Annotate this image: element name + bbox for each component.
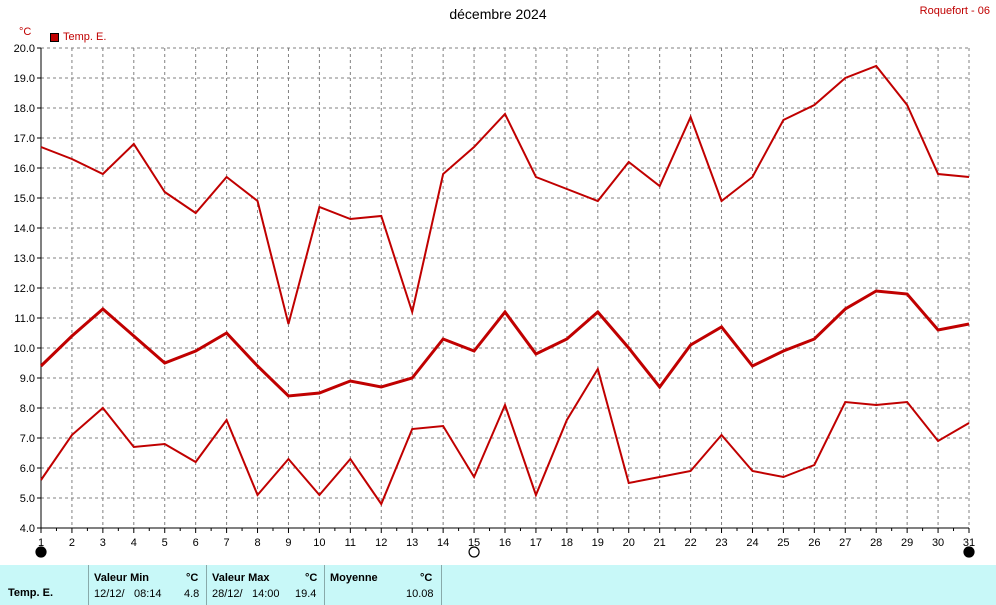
series-line-max [40, 64, 970, 325]
x-tick-label: 20 [623, 537, 635, 549]
stats-separator [88, 565, 89, 605]
x-tick-label: 5 [162, 537, 168, 549]
legend: Temp. E. [50, 31, 106, 43]
series-line-mean [39, 289, 970, 398]
x-tick-label: 27 [839, 537, 851, 549]
x-tick-label: 26 [808, 537, 820, 549]
max-unit: °C [305, 572, 318, 584]
x-tick-label: 21 [654, 537, 666, 549]
max-header: Valeur Max [212, 572, 270, 584]
x-tick-label: 19 [592, 537, 604, 549]
x-tick-label: 15 [468, 537, 480, 549]
temperature-chart: 4.05.06.07.08.09.010.011.012.013.014.015… [14, 43, 975, 558]
y-tick-label: 14.0 [14, 223, 35, 235]
min-unit: °C [186, 572, 199, 584]
y-tick-label: 11.0 [14, 313, 35, 325]
y-tick-label: 15.0 [14, 193, 35, 205]
moon-full-icon [468, 546, 480, 558]
x-tick-label: 24 [746, 537, 758, 549]
x-tick-label: 18 [561, 537, 573, 549]
x-tick-label: 22 [684, 537, 696, 549]
x-tick-label: 29 [901, 537, 913, 549]
stats-row-label: Temp. E. [8, 587, 54, 599]
legend-swatch [50, 32, 59, 42]
x-tick-label: 4 [131, 537, 137, 549]
x-tick-label: 31 [963, 537, 975, 549]
y-tick-label: 10.0 [14, 343, 35, 355]
y-tick-label: 20.0 [14, 43, 35, 55]
y-tick-label: 17.0 [14, 133, 35, 145]
chart-title: décembre 2024 [449, 6, 547, 22]
moon-markers [35, 546, 975, 558]
min-header: Valeur Min [94, 572, 150, 584]
x-tick-label: 3 [100, 537, 106, 549]
y-tick-label: 7.0 [20, 433, 35, 445]
min-time: 08:14 [134, 588, 162, 600]
y-tick-labels: 4.0 5.0 6.0 7.0 8.0 9.0 10.0 11.0 12.0 13.0 14.0 15… [14, 43, 35, 535]
max-date: 28/12/ [212, 588, 243, 600]
moon-new-icon [963, 546, 975, 558]
x-tick-label: 28 [870, 537, 882, 549]
stats-separator [324, 565, 325, 605]
x-tick-label: 14 [437, 537, 449, 549]
x-tick-labels: 1 2 3 4 5 6 7 8 9 10 11 12 13 14 15 16 17 18 19 20 21 22 23 24 2… [38, 537, 975, 549]
mean-unit: °C [420, 572, 433, 584]
x-tick-label: 9 [285, 537, 291, 549]
x-tick-label: 10 [313, 537, 325, 549]
stats-panel: Temp. E. Valeur Min °C 12/12/ 08:14 4.8 … [0, 565, 996, 605]
station-name: Roquefort - 06 [919, 5, 990, 17]
mean-header: Moyenne [330, 572, 378, 584]
x-tick-label: 25 [777, 537, 789, 549]
min-date: 12/12/ [94, 588, 125, 600]
series-lines [39, 64, 970, 507]
x-tick-label: 17 [530, 537, 542, 549]
min-value: 4.8 [184, 588, 200, 600]
stats-separator [441, 565, 442, 605]
stats-separator [206, 565, 207, 605]
max-value: 19.4 [295, 588, 317, 600]
moon-new-icon [35, 546, 47, 558]
y-tick-label: 19.0 [14, 73, 35, 85]
y-tick-label: 16.0 [14, 163, 35, 175]
x-tick-label: 30 [932, 537, 944, 549]
x-tick-label: 2 [69, 537, 75, 549]
y-tick-label: 18.0 [14, 103, 35, 115]
x-tick-label: 7 [224, 537, 230, 549]
x-tick-label: 6 [193, 537, 199, 549]
y-tick-label: 4.0 [20, 523, 35, 535]
y-tick-label: 8.0 [20, 403, 35, 415]
x-tick-label: 8 [254, 537, 260, 549]
y-tick-label: 13.0 [14, 253, 35, 265]
x-tick-label: 16 [499, 537, 511, 549]
y-tick-label: 12.0 [14, 283, 35, 295]
x-tick-label: 12 [375, 537, 387, 549]
x-tick-label: 11 [345, 537, 356, 549]
series-line-min [40, 366, 970, 507]
x-tick-label: 23 [715, 537, 727, 549]
x-tick-label: 1 [38, 537, 44, 549]
mean-value: 10.08 [406, 588, 434, 600]
legend-label: Temp. E. [63, 31, 107, 43]
max-time: 14:00 [252, 588, 280, 600]
y-axis-unit: °C [19, 26, 32, 38]
y-tick-label: 6.0 [20, 463, 35, 475]
x-tick-label: 13 [406, 537, 418, 549]
y-tick-label: 9.0 [20, 373, 35, 385]
grid [37, 47, 970, 533]
y-tick-label: 5.0 [20, 493, 35, 505]
